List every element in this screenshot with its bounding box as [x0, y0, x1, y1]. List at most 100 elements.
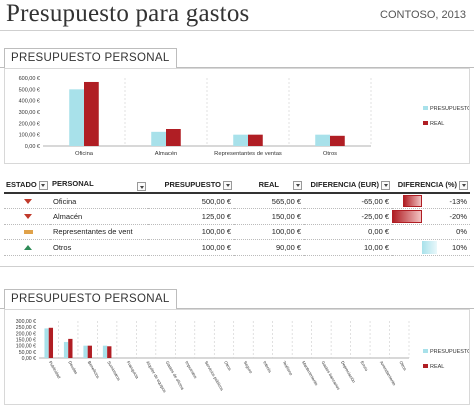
col-estado-label: ESTADO [6, 180, 37, 190]
table-row[interactable]: Almacén 125,00 € 150,00 € -25,00 € -20% [4, 208, 470, 225]
x-category-label: Otros [398, 360, 407, 371]
pct-databar [422, 241, 437, 254]
y-tick-label: 600,00 € [19, 76, 40, 82]
table-header-row: ESTADO PERSONAL PRESUPUESTO REAL DIFEREN… [4, 178, 470, 194]
arrow-down-icon [24, 213, 32, 219]
bar-presupuesto [69, 89, 84, 146]
filter-dropdown-icon[interactable] [223, 180, 232, 190]
cell-diferencia-pct: 0% [392, 224, 470, 240]
filter-dropdown-icon[interactable] [137, 182, 146, 191]
cell-personal: Oficina [50, 193, 148, 209]
cell-personal: Almacén [50, 208, 148, 225]
cell-estado [4, 239, 50, 256]
pct-value: -13% [449, 196, 467, 206]
cell-presupuesto: 125,00 € [148, 208, 234, 225]
x-category-label: Teléfono [282, 360, 295, 377]
cell-diferencia-pct: -20% [392, 208, 470, 225]
col-diferencia-eur[interactable]: DIFERENCIA (EUR) [304, 178, 392, 194]
cell-diferencia-eur: 0,00 € [304, 224, 392, 240]
cell-diferencia-pct: 10% [392, 239, 470, 256]
filter-dropdown-icon[interactable] [459, 180, 468, 190]
cell-presupuesto: 100,00 € [148, 224, 234, 240]
bar-presupuesto [102, 345, 108, 358]
cell-presupuesto: 500,00 € [148, 193, 234, 209]
bar-presupuesto [315, 134, 330, 146]
col-diferencia-pct[interactable]: DIFERENCIA (%) [392, 178, 470, 194]
x-category-label: Almacén [155, 151, 178, 157]
cell-diferencia-eur: -65,00 € [304, 193, 392, 209]
legend-label: REAL [430, 121, 444, 127]
legend-swatch [423, 349, 428, 353]
y-tick-label: 500,00 € [19, 87, 40, 93]
y-tick-label: 200,00 € [16, 331, 36, 337]
col-personal[interactable]: PERSONAL [50, 178, 148, 194]
pct-value: 0% [456, 227, 467, 237]
bar-real [248, 134, 263, 146]
cell-personal: Otros [50, 239, 148, 256]
page-title: Presupuesto para gastos [6, 0, 250, 27]
legend-swatch [423, 364, 428, 368]
legend-swatch [423, 121, 428, 125]
bar-real [330, 135, 345, 146]
bar-presupuesto [233, 134, 248, 146]
col-estado[interactable]: ESTADO [4, 178, 50, 194]
col-presupuesto-label: PRESUPUESTO [164, 180, 221, 190]
chart2-panel: 0,00 €50,00 €100,00 €150,00 €200,00 €250… [4, 309, 472, 405]
x-category-label: Franquicia [126, 360, 140, 380]
cell-real: 100,00 € [234, 224, 304, 240]
col-real[interactable]: REAL [234, 178, 304, 194]
cell-diferencia-pct: -13% [392, 193, 470, 209]
company-label: CONTOSO, 2013 [380, 9, 466, 21]
x-category-label: Gastos de oficina [165, 360, 186, 391]
cell-personal: Representantes de vent [50, 224, 148, 240]
filter-dropdown-icon[interactable] [381, 180, 390, 190]
cell-presupuesto: 100,00 € [148, 239, 234, 256]
legend-label: PRESUPUESTO [430, 106, 469, 112]
table-row[interactable]: Oficina 500,00 € 565,00 € -65,00 € -13% [4, 193, 470, 209]
table-row[interactable]: Representantes de vent 100,00 € 100,00 €… [4, 224, 470, 240]
section2-tab[interactable]: PRESUPUESTO PERSONAL [4, 289, 177, 309]
x-category-label: Beneficios [87, 360, 101, 379]
chart2: 0,00 €50,00 €100,00 €150,00 €200,00 €250… [16, 319, 472, 393]
section1-tabbar: PRESUPUESTO PERSONAL [0, 48, 474, 68]
y-tick-label: 100,00 € [19, 133, 40, 139]
col-real-label: REAL [258, 180, 279, 190]
bar-real [107, 346, 112, 358]
col-presupuesto[interactable]: PRESUPUESTO [148, 178, 234, 194]
section1-tab[interactable]: PRESUPUESTO PERSONAL [4, 48, 177, 68]
y-tick-label: 100,00 € [16, 344, 36, 350]
filter-dropdown-icon[interactable] [293, 180, 302, 190]
filter-dropdown-icon[interactable] [38, 180, 48, 190]
x-category-label: Suministros [106, 360, 121, 381]
arrow-up-icon [24, 244, 32, 250]
x-category-label: Envío [359, 360, 369, 372]
cell-diferencia-eur: 10,00 € [304, 239, 392, 256]
x-category-label: Depreciación [340, 360, 357, 384]
chart1: 0,00 € 100,00 € 200,00 € 300,00 € 400,00 € 50… [19, 76, 473, 157]
cell-estado [4, 193, 50, 209]
x-category-label: Mantenimiento [301, 360, 319, 387]
x-category-label: Seguro [243, 360, 254, 375]
x-category-label: Gastos bancarios [321, 360, 342, 391]
y-tick-label: 300,00 € [16, 319, 36, 325]
x-category-label: Alquiler de equipos [145, 360, 167, 393]
table-row[interactable]: Otros 100,00 € 90,00 € 10,00 € 10% [4, 239, 470, 256]
x-category-label: Publicidad [48, 360, 62, 380]
x-category-label: Arrendamiento [379, 360, 397, 387]
bar-presupuesto [83, 345, 88, 358]
legend-swatch [423, 106, 428, 110]
cell-estado [4, 224, 50, 240]
y-tick-label: 50,00 € [19, 350, 36, 356]
x-category-label: Otros [323, 151, 337, 157]
x-category-label: Representantes de ventas [214, 151, 282, 157]
bar-real [48, 327, 54, 358]
bar-real [68, 338, 73, 358]
pct-value: -20% [449, 211, 467, 221]
bar-presupuesto [151, 131, 166, 146]
col-diferencia-pct-label: DIFERENCIA (%) [397, 180, 457, 190]
section1-tabline [0, 67, 474, 68]
legend-label: PRESUPUESTO [430, 349, 469, 355]
y-tick-label: 400,00 € [19, 99, 40, 105]
y-tick-label: 200,00 € [19, 121, 40, 127]
legend-label: REAL [430, 364, 444, 370]
